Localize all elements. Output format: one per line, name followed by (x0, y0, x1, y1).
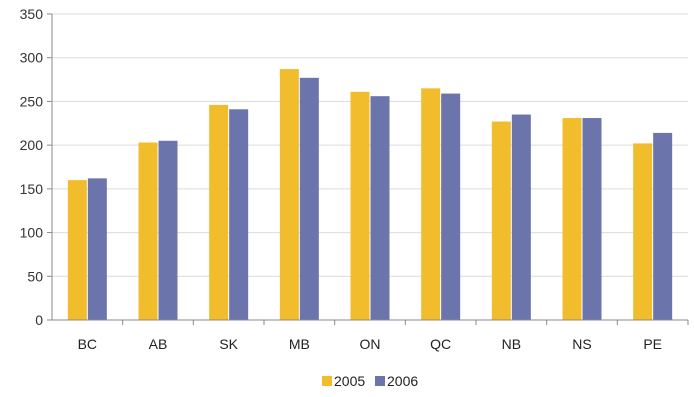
x-tick-labels: BC AB SK MB ON QC NB NS PE (78, 336, 662, 352)
bar-2006-PE (653, 132, 673, 320)
x-tick-label: PE (643, 336, 662, 352)
legend-swatch-2005 (322, 376, 332, 386)
gridlines (52, 13, 688, 277)
bar-2006-NB (511, 114, 531, 321)
bar-2005-NB (491, 121, 511, 320)
y-tick-label: 200 (20, 137, 44, 153)
bar-2006-NS (582, 118, 602, 320)
x-tick-label: QC (430, 336, 451, 352)
bar-2006-MB (299, 77, 319, 320)
bar-2005-PE (633, 143, 653, 320)
x-tick-label: SK (219, 336, 238, 352)
y-tick-label: 250 (20, 93, 44, 109)
axes (47, 13, 689, 325)
bar-2005-BC (67, 180, 87, 320)
bar-2005-AB (138, 142, 158, 320)
bar-2006-SK (229, 109, 249, 320)
y-tick-label: 100 (20, 225, 44, 241)
x-tick-label: MB (289, 336, 310, 352)
y-tick-label: 300 (20, 50, 44, 66)
legend-label: 2006 (387, 373, 418, 389)
x-tick-label: NS (572, 336, 591, 352)
legend-swatch-2006 (375, 376, 385, 386)
x-tick-label: NB (502, 336, 521, 352)
x-tick-label: AB (149, 336, 168, 352)
legend-label: 2005 (334, 373, 365, 389)
x-tick-label: BC (78, 336, 97, 352)
bar-2005-QC (421, 88, 441, 320)
bar-2005-ON (350, 91, 370, 320)
y-tick-labels: 0 50 100 150 200 250 300 350 (20, 6, 44, 328)
y-tick-label: 0 (35, 312, 43, 328)
bars (67, 69, 673, 321)
bar-2005-MB (279, 69, 299, 320)
bar-2006-QC (441, 93, 461, 320)
bar-2005-NS (562, 118, 582, 320)
bar-2005-SK (209, 104, 229, 320)
y-tick-label: 50 (27, 268, 43, 284)
y-tick-label: 350 (20, 6, 44, 22)
legend: 2005 2006 (322, 373, 418, 389)
y-tick-label: 150 (20, 181, 44, 197)
x-tick-label: ON (360, 336, 381, 352)
bar-2006-BC (87, 178, 107, 320)
bar-2006-ON (370, 96, 390, 320)
bar-2006-AB (158, 140, 178, 320)
